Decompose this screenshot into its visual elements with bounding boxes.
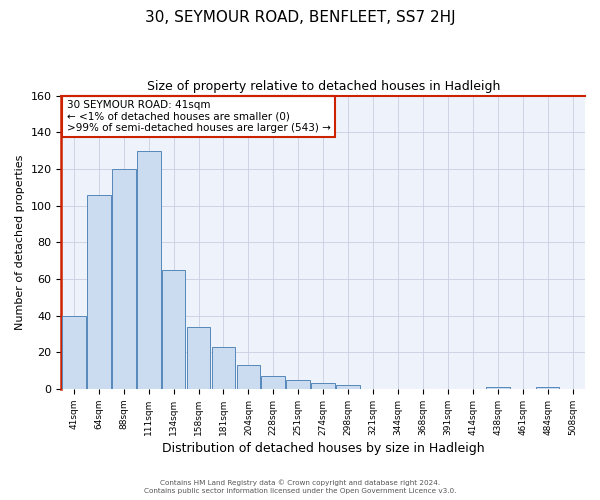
Text: 30 SEYMOUR ROAD: 41sqm
← <1% of detached houses are smaller (0)
>99% of semi-det: 30 SEYMOUR ROAD: 41sqm ← <1% of detached… [67, 100, 331, 133]
Bar [286, 380, 310, 389]
Bar [262, 376, 285, 389]
Bar [536, 387, 559, 389]
Text: 30, SEYMOUR ROAD, BENFLEET, SS7 2HJ: 30, SEYMOUR ROAD, BENFLEET, SS7 2HJ [145, 10, 455, 25]
Bar [486, 387, 509, 389]
Title: Size of property relative to detached houses in Hadleigh: Size of property relative to detached ho… [146, 80, 500, 93]
Bar [137, 150, 161, 389]
Y-axis label: Number of detached properties: Number of detached properties [15, 154, 25, 330]
Bar [212, 347, 235, 389]
Bar [187, 326, 211, 389]
Bar [87, 194, 110, 389]
Bar [62, 316, 86, 389]
X-axis label: Distribution of detached houses by size in Hadleigh: Distribution of detached houses by size … [162, 442, 485, 455]
Bar [336, 386, 360, 389]
Bar [311, 384, 335, 389]
Bar [112, 169, 136, 389]
Text: Contains HM Land Registry data © Crown copyright and database right 2024.
Contai: Contains HM Land Registry data © Crown c… [144, 479, 456, 494]
Bar [162, 270, 185, 389]
Bar [236, 365, 260, 389]
